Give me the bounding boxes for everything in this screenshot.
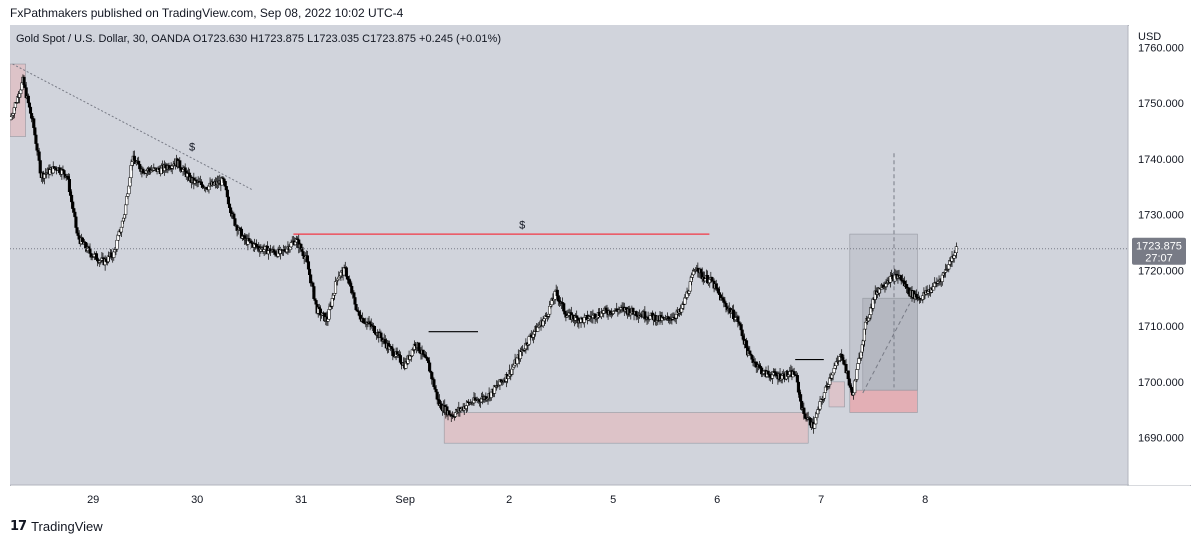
candle-body [425,357,430,361]
annotation-layer: $$ [12,63,911,394]
legend-part: Gold Spot / U.S. Dollar, 30, OANDA [16,33,191,45]
zone-box [849,389,918,413]
legend-part: H1723.875 [247,33,304,45]
tradingview-logo-icon: 17 [10,519,27,534]
time-axis-background [10,486,1191,511]
candle-body [62,170,66,175]
candle-body [124,204,128,215]
trendline [12,63,253,190]
candle-body [327,309,331,320]
candle-body [312,286,316,299]
candle-body [856,363,860,370]
y-tick-label: 1740.000 [1138,154,1184,166]
x-tick-label: Sep [395,494,415,506]
zone-layer [10,63,918,444]
candle-body [27,102,31,108]
candle-body [119,226,123,233]
candle-body [556,295,560,301]
candle-body [822,392,826,399]
candle-body [717,292,722,295]
candle-body [855,369,859,380]
x-tick-label: 30 [191,494,203,506]
y-tick-label: 1720.000 [1138,265,1184,277]
x-tick-label: 7 [818,494,824,506]
liquidity-marker: $ [189,141,195,153]
candle-body [434,389,438,393]
candle-body [691,270,696,276]
candle-body [687,290,691,294]
y-tick-label: 1750.000 [1138,98,1184,110]
x-tick-label: 6 [714,494,720,506]
symbol-legend: Gold Spot / U.S. Dollar, 30, OANDA O1723… [16,33,501,45]
candle-body [683,297,687,305]
candle-body [954,246,958,253]
y-tick-label: 1710.000 [1138,321,1184,333]
candle-body [313,298,317,301]
y-tick-label: 1730.000 [1138,210,1184,222]
zone-box [443,412,809,444]
candle-layer [10,74,958,434]
candle-body [115,239,119,250]
candle-body [853,380,857,394]
plot-background [10,25,1128,485]
bar-countdown: 27:07 [1145,253,1173,265]
candle-body [832,368,836,374]
y-tick-label: 1700.000 [1138,377,1184,389]
candle-body [247,238,251,242]
candle-body [112,251,116,258]
candle-body [337,276,341,280]
price-tag-box [1132,237,1186,265]
zone-box [828,381,845,408]
legend-part: L1723.035 [304,33,359,45]
candle-body [354,304,358,311]
currency-label: USD [1138,31,1161,43]
brand-name[interactable]: TradingView [31,519,103,534]
legend-part: +0.245 (+0.01%) [416,33,501,45]
last-price-value: 1723.875 [1136,241,1182,253]
x-tick-label: 2 [506,494,512,506]
x-tick-label: 29 [87,494,99,506]
legend-part: O1723.630 [190,33,248,45]
candle-body [73,211,77,218]
candle-body [308,268,312,276]
x-tick-label: 8 [922,494,928,506]
candle-body [289,242,293,248]
y-tick-label: 1760.000 [1138,42,1184,54]
candle-body [417,342,421,352]
liquidity-marker: $ [519,220,525,232]
projection-line [862,303,911,394]
candle-body [26,95,30,104]
x-tick-label: 31 [295,494,307,506]
publish-header: FxPathmakers published on TradingView.co… [10,6,404,20]
y-tick-label: 1690.000 [1138,433,1184,445]
candle-body [428,362,432,372]
price-chart[interactable]: $$ 1690.0001700.0001710.0001720.0001730.… [10,25,1191,511]
legend-part: C1723.875 [359,33,416,45]
x-tick-label: 5 [610,494,616,506]
footer: 17 TradingView [10,519,103,534]
